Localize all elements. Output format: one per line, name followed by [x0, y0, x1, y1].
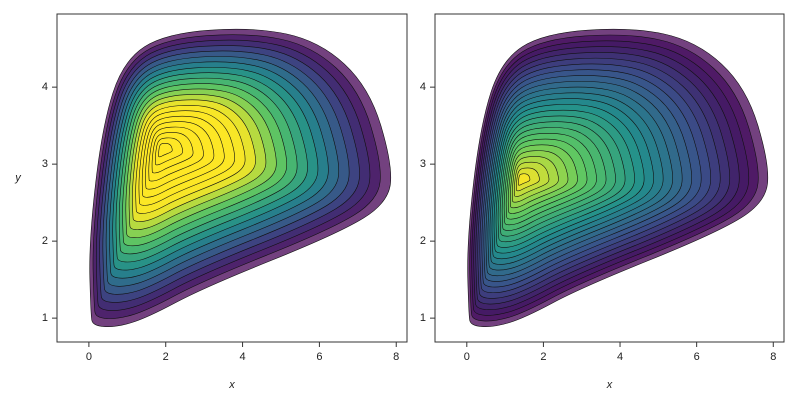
x-tick-label: 0: [86, 351, 92, 363]
y-tick-label: 3: [420, 158, 426, 170]
plot-frame: [56, 13, 408, 343]
x-tick-label: 6: [316, 351, 322, 363]
y-tick-label: 1: [420, 312, 426, 324]
x-tick-label: 4: [617, 351, 623, 363]
y-tick-label: 2: [420, 235, 426, 247]
y-tick-label: 2: [42, 235, 48, 247]
x-tick-label: 8: [393, 351, 399, 363]
y-tick-label: 1: [42, 312, 48, 324]
panel: 0 2 4 6 8 1 2 3 4 x: [420, 13, 785, 391]
x-axis-label: x: [606, 379, 613, 391]
x-tick-label: 2: [540, 351, 546, 363]
x-tick-label: 8: [770, 351, 776, 363]
y-tick-label: 3: [42, 158, 48, 170]
x-axis-label: x: [228, 379, 235, 391]
panel: 0 2 4 6 8 1 2 3 4 x y: [14, 13, 408, 391]
x-tick-label: 2: [163, 351, 169, 363]
x-tick-label: 4: [240, 351, 246, 363]
plot-frame: [434, 13, 785, 343]
contour-band: [158, 143, 173, 158]
y-axis-label: y: [14, 172, 22, 184]
x-tick-label: 0: [464, 351, 470, 363]
contour-band: [518, 173, 531, 186]
x-tick-label: 6: [694, 351, 700, 363]
y-tick-label: 4: [42, 81, 48, 93]
y-tick-label: 4: [420, 81, 426, 93]
